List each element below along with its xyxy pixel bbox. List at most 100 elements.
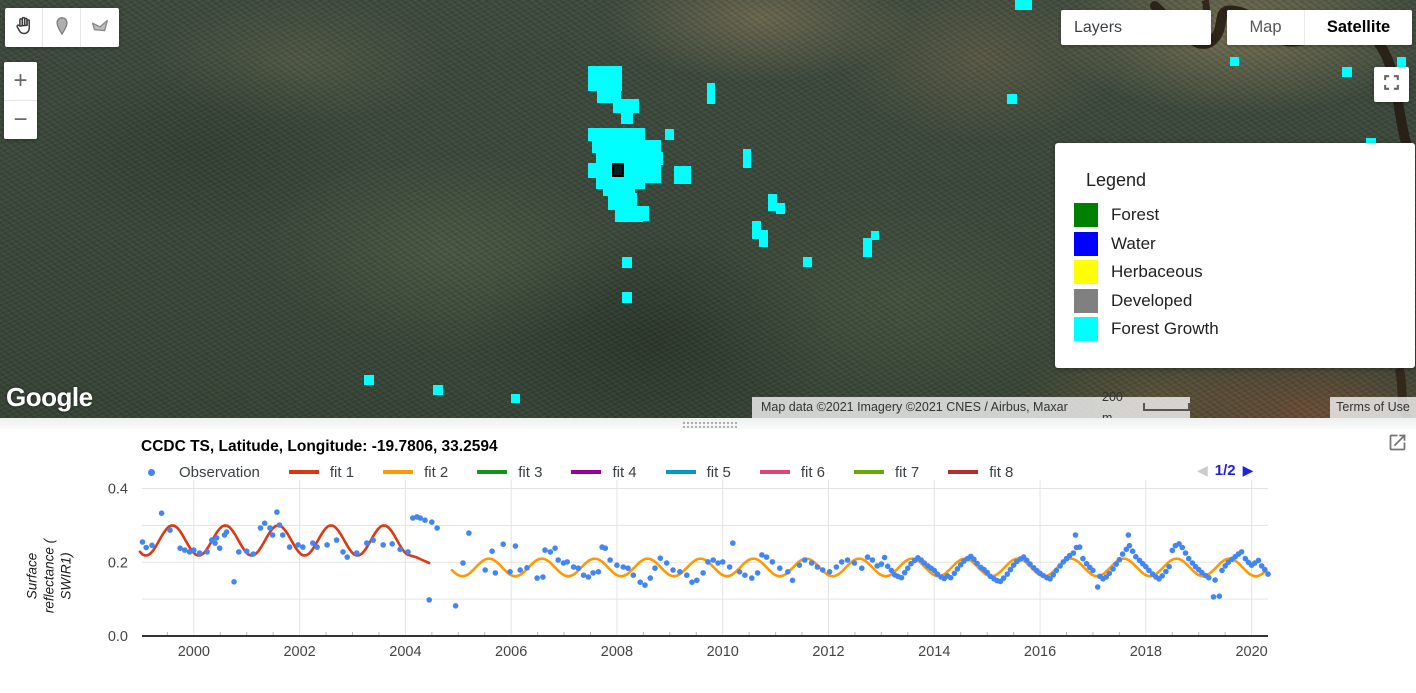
series-label: Observation [179, 463, 260, 481]
legend-color-swatch [1074, 317, 1098, 342]
series-label: fit 1 [329, 463, 355, 481]
map-scale-control: 200 m [1091, 390, 1190, 418]
legend-item: Water [1074, 230, 1415, 259]
layers-button[interactable]: Layers [1061, 10, 1211, 45]
zoom-in-button[interactable]: + [4, 62, 37, 100]
chart-legend-item: Observation [148, 464, 260, 481]
terms-of-use-link[interactable]: Terms of Use [1330, 397, 1416, 418]
chart-legend: Observation fit 1 fit 2 fit 3 fit 4 fit 5 fit … [148, 462, 1042, 482]
draw-polygon-tool-button[interactable] [81, 8, 119, 47]
svg-text:2002: 2002 [283, 644, 315, 660]
legend-title: Legend [1086, 170, 1147, 190]
chart-legend-item: fit 8 [948, 464, 1013, 481]
legend-item-label: Developed [1111, 290, 1193, 310]
map-view-button[interactable]: Map [1227, 10, 1305, 45]
page-indicator: 1/2 [1214, 462, 1236, 479]
fit-curve-fit2 [450, 557, 1268, 578]
chart-pagination: ◀ 1/2 ▶ [1197, 462, 1253, 479]
legend-color-swatch [1074, 231, 1098, 256]
draw-toolbar [5, 8, 119, 47]
forest-growth-patch [1230, 57, 1239, 66]
svg-text:2016: 2016 [1024, 644, 1056, 660]
map-pin-icon [51, 15, 73, 40]
svg-text:2018: 2018 [1130, 644, 1162, 660]
forest-growth-patch [665, 129, 674, 140]
series-line-swatch [665, 470, 696, 474]
forest-growth-patch [863, 238, 872, 257]
open-chart-in-new-window-button[interactable] [1387, 432, 1409, 454]
satellite-view-button[interactable]: Satellite [1305, 10, 1412, 45]
forest-growth-patch [596, 152, 663, 165]
prev-page-arrow-icon[interactable]: ◀ [1197, 462, 1208, 478]
series-label: fit 5 [706, 463, 731, 481]
legend-items: Forest Water Herbaceous Developed Forest Gro… [1055, 201, 1415, 344]
forest-growth-patch [603, 188, 635, 196]
forest-growth-patch [622, 292, 632, 303]
series-line-swatch [477, 470, 508, 474]
satellite-map[interactable]: + − Layers Map Satellite Legend Forest Wa… [0, 0, 1416, 418]
fit-curve-fit1 [138, 524, 431, 565]
legend-item: Herbaceous [1074, 258, 1415, 287]
time-series-plot: 0.0 0.2 0.4 2000 2002 2004 2006 2008 2010 2012 201… [108, 480, 1271, 660]
chart-legend-item: fit 2 [383, 464, 448, 481]
chart-panel: CCDC TS, Latitude, Longitude: -19.7806, … [0, 418, 1416, 693]
series-label: fit 4 [612, 463, 637, 481]
svg-text:2010: 2010 [707, 644, 739, 660]
chart-title: CCDC TS, Latitude, Longitude: -19.7806, … [141, 438, 498, 455]
forest-growth-patch [433, 385, 443, 395]
legend-item-label: Forest [1111, 205, 1160, 225]
svg-text:0.4: 0.4 [108, 482, 128, 498]
next-page-arrow-icon[interactable]: ▶ [1242, 462, 1254, 478]
svg-text:2008: 2008 [601, 644, 633, 660]
forest-growth-patch [674, 166, 691, 184]
fullscreen-button[interactable] [1374, 67, 1409, 102]
chart-legend-item: fit 3 [477, 464, 542, 481]
legend-item-label: Forest Growth [1111, 319, 1219, 339]
legend-item: Developed [1074, 287, 1415, 316]
series-line-swatch [854, 470, 884, 474]
forest-growth-patch [364, 375, 374, 385]
chart-legend-item: fit 1 [288, 463, 355, 481]
forest-growth-patch [613, 99, 639, 113]
forest-growth-patch [871, 231, 879, 240]
series-line-swatch [383, 470, 414, 474]
zoom-control: + − [4, 62, 37, 139]
forest-growth-patch [588, 128, 645, 141]
forest-growth-patch [1366, 138, 1376, 145]
panel-drag-handle[interactable] [682, 421, 738, 428]
forest-growth-patch [622, 257, 632, 268]
series-line-swatch [571, 470, 602, 474]
zoom-out-button[interactable]: − [4, 101, 37, 139]
forest-growth-patch [743, 149, 751, 168]
pan-tool-button[interactable] [5, 8, 43, 47]
legend-item-label: Water [1111, 233, 1156, 253]
series-label: fit 8 [989, 463, 1014, 481]
series-label: fit 6 [800, 463, 825, 481]
chart-legend-item: fit 6 [759, 463, 825, 481]
series-line-swatch [948, 470, 979, 474]
classification-legend-card: Legend Forest Water Herbaceous Developed For… [1055, 143, 1415, 368]
legend-item: Forest [1074, 201, 1415, 230]
svg-text:2014: 2014 [918, 644, 950, 660]
google-logo[interactable]: Google [6, 382, 93, 412]
selected-pixel-marker [612, 163, 624, 177]
polygon-icon [89, 15, 111, 40]
svg-text:2000: 2000 [178, 644, 210, 660]
forest-growth-patch [608, 193, 637, 210]
legend-color-swatch [1074, 260, 1098, 285]
forest-growth-patch [645, 163, 661, 183]
svg-text:2012: 2012 [812, 644, 844, 660]
hand-icon [13, 15, 35, 40]
forest-growth-patch [768, 194, 777, 211]
legend-color-swatch [1074, 288, 1098, 313]
map-attribution: Map data ©2021 Imagery ©2021 CNES / Airb… [752, 397, 1091, 418]
series-point-swatch [148, 468, 155, 476]
chart-legend-item: fit 5 [665, 463, 731, 481]
divider [4, 100, 37, 101]
forest-growth-patch [592, 140, 661, 153]
forest-growth-patch [752, 221, 761, 239]
place-marker-tool-button[interactable] [43, 8, 81, 47]
forest-growth-patch [596, 177, 645, 189]
svg-text:0.2: 0.2 [108, 555, 128, 571]
forest-growth-patch [759, 230, 768, 247]
